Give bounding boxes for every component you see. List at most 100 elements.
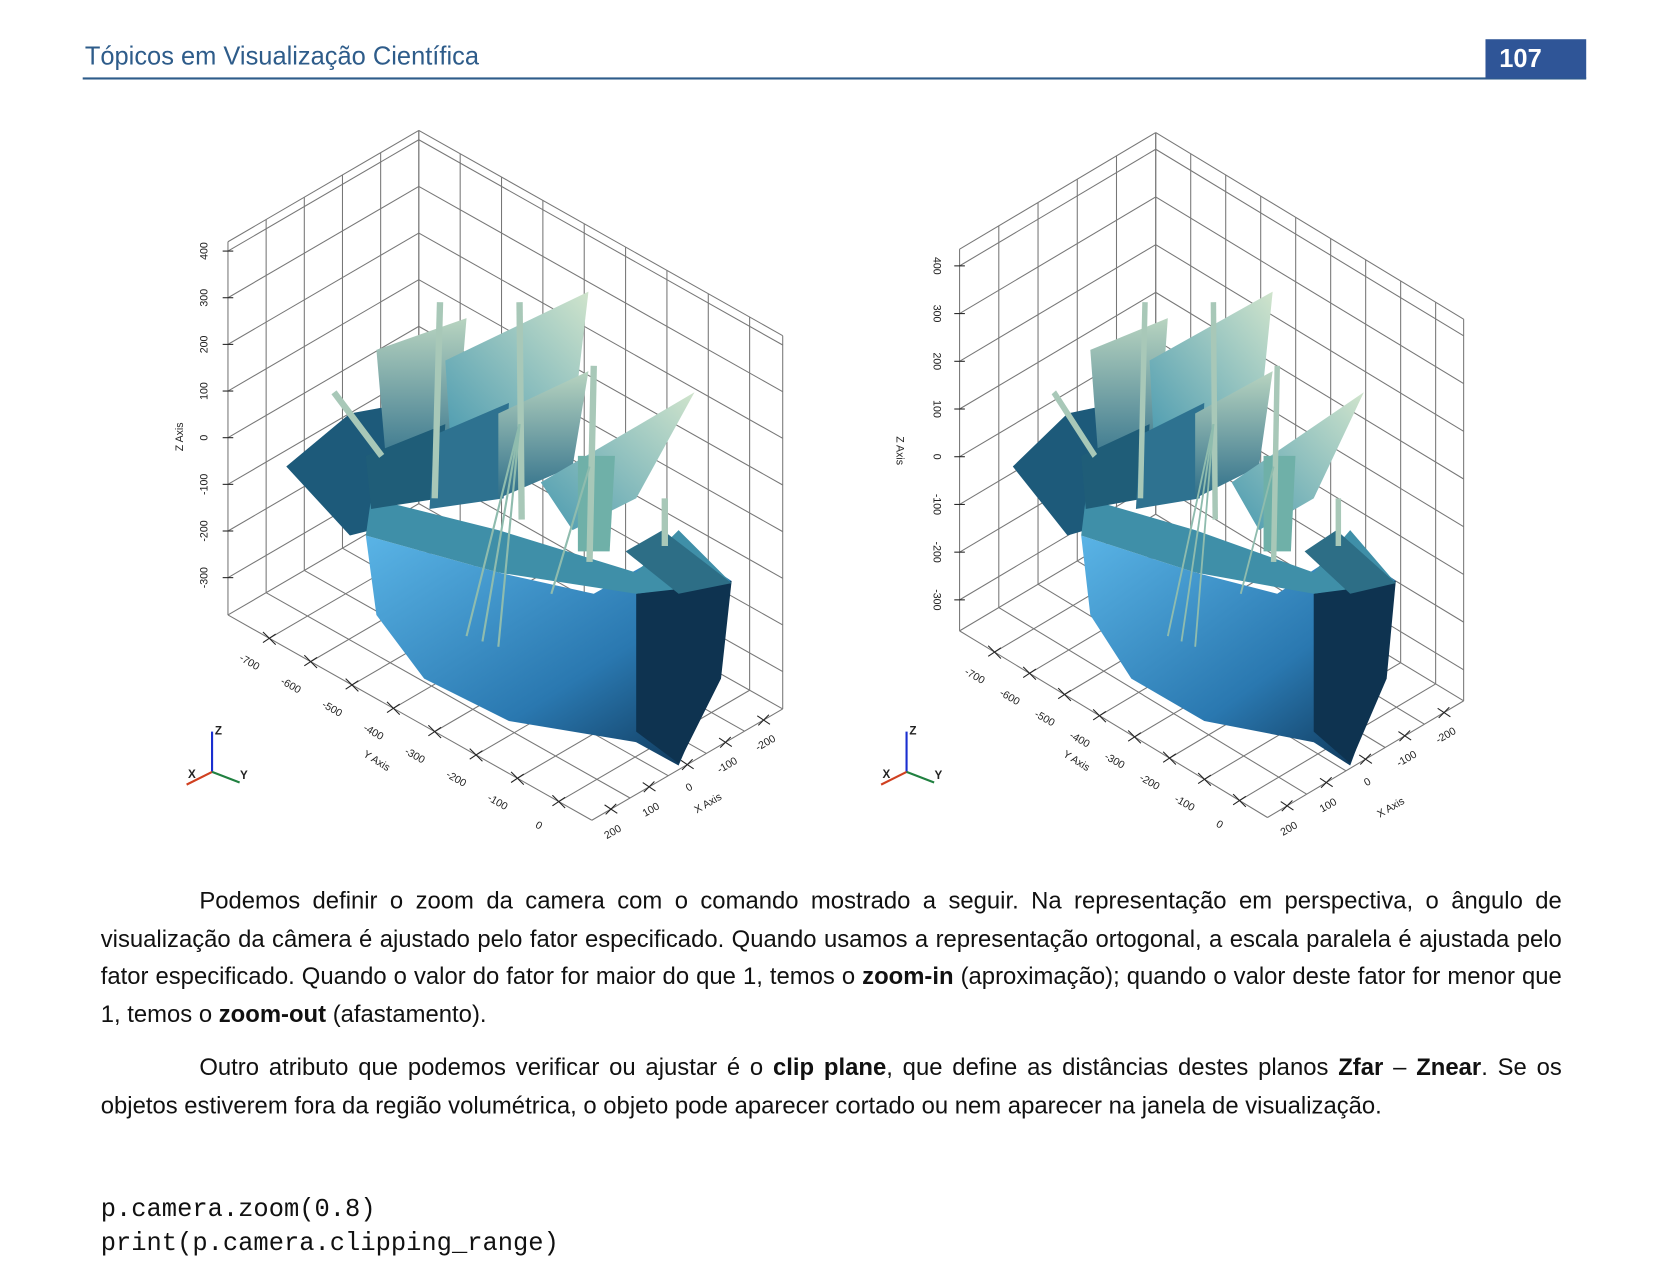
text-run: Podemos definir o zoom da camera com o c… (100, 887, 1562, 990)
z-tick-label: -300 (198, 567, 210, 588)
text-run: Outro atributo que podemos verificar ou … (199, 1053, 774, 1081)
y-tick-label: -200 (444, 769, 468, 790)
text-run: (afastamento). (326, 1000, 487, 1027)
grid-line (227, 325, 420, 439)
triad-x-label: X (883, 768, 891, 781)
tick-mark (1092, 711, 1107, 721)
y-tick-label: -100 (485, 792, 509, 813)
x-axis-title: X Axis (692, 791, 724, 816)
tick-mark (1438, 706, 1450, 719)
z-tick-label: 200 (930, 352, 942, 370)
tick-mark (1197, 774, 1212, 785)
y-tick-label: -100 (1172, 793, 1196, 814)
x-tick-label: -100 (1395, 748, 1419, 769)
triad-x-label: X (188, 768, 196, 781)
tick-mark (304, 656, 318, 667)
tick-mark (1359, 753, 1372, 765)
grid-line (418, 129, 783, 337)
bold-run: zoom-in (862, 962, 954, 990)
tick-mark (681, 758, 693, 771)
grid-line (227, 139, 420, 252)
text-run: (aproximação); quando o valor deste fato… (100, 962, 1562, 1027)
y-tick-label: -500 (1032, 708, 1056, 729)
grid-line (959, 196, 1156, 315)
tick-mark (1320, 776, 1333, 789)
code-line: p.camera.zoom(0.8) (100, 1196, 376, 1225)
grid-line (998, 607, 1307, 795)
z-tick-label: 300 (930, 305, 942, 323)
y-tick-label: 0 (533, 819, 544, 832)
grid-line (418, 185, 783, 393)
x-tick-label: -200 (1434, 725, 1458, 746)
x-tick-label: -200 (753, 733, 777, 754)
grid-line (1155, 291, 1464, 480)
y-axis-title: Y Axis (1061, 748, 1092, 774)
grid-line (1155, 148, 1464, 337)
x-tick-label: 100 (640, 800, 661, 819)
grid-line (1155, 132, 1464, 320)
y-tick-label: -700 (962, 666, 986, 687)
text-run: . Se os objetos estiverem fora da região… (100, 1053, 1562, 1119)
grid-line (227, 185, 420, 299)
z-tick-label: 300 (198, 289, 210, 307)
bold-run: zoom-out (218, 1000, 327, 1027)
z-tick-label: -200 (930, 542, 942, 563)
tick-mark (757, 714, 770, 726)
z-tick-label: -100 (930, 494, 942, 515)
grid-line (418, 232, 783, 439)
grid-line (959, 482, 1156, 601)
x-axis-title: X Axis (1375, 795, 1407, 820)
tick-mark (643, 781, 655, 793)
triad-y (211, 770, 241, 784)
grid-line (418, 139, 783, 346)
code-line: print(p.camera.clipping_range) (100, 1229, 559, 1259)
tick-mark (1022, 668, 1037, 678)
z-tick-label: 200 (198, 335, 210, 353)
grid-line (959, 148, 1156, 267)
z-tick-label: 0 (930, 454, 942, 460)
y-tick-label: -300 (402, 745, 426, 766)
figures: -300 -200 -100 0 100 200 300 400 -700 -600 -500 -40… (174, 129, 1465, 842)
grid-line (1155, 244, 1464, 432)
tick-mark (719, 736, 732, 748)
x-tick-label: -100 (715, 755, 739, 776)
tick-mark (1127, 732, 1142, 742)
grid-line (227, 279, 420, 392)
z-tick-label: 0 (198, 435, 210, 441)
y-tick-label: -300 (1102, 751, 1126, 772)
body-text: Podemos definir o zoom da camera com o c… (101, 882, 1562, 1140)
grid-line (265, 592, 631, 799)
tick-mark (1399, 730, 1411, 742)
y-tick-label: -600 (997, 687, 1021, 708)
z-tick-label: -200 (198, 520, 210, 541)
triad-z-label: Z (215, 725, 222, 738)
header-title: Tópicos em Visualização Científica (84, 42, 479, 72)
paragraph: Outro atributo que podemos verificar ou … (101, 1049, 1562, 1124)
y-tick-label: -400 (361, 722, 385, 743)
z-tick-label: -300 (930, 589, 942, 610)
header-rule (82, 77, 1587, 80)
grid-line (959, 132, 1156, 250)
triad-y (906, 770, 935, 784)
grid-line (418, 279, 783, 486)
grid-line (959, 244, 1156, 362)
text-run: , que define as distâncias destes planos (886, 1053, 1339, 1081)
triad-z-label: Z (909, 725, 916, 738)
tick-mark (428, 726, 442, 737)
ship-left (286, 292, 731, 766)
y-tick-label: -700 (237, 652, 261, 673)
tick-mark (262, 633, 276, 643)
z-tick-label: 100 (930, 400, 942, 418)
text-run: – (1383, 1053, 1417, 1081)
grid-line (227, 232, 420, 345)
z-tick-label: 100 (198, 382, 210, 400)
z-axis-title: Z Axis (174, 422, 186, 451)
tick-mark (469, 750, 483, 760)
tick-mark (1162, 753, 1177, 763)
x-tick-label: 200 (602, 823, 623, 842)
z-tick-label: 400 (198, 242, 210, 260)
x-tick-label: 100 (1318, 796, 1339, 815)
paragraph: Podemos definir o zoom da camera com o c… (101, 882, 1562, 1033)
x-tick-label: 200 (1278, 819, 1299, 838)
